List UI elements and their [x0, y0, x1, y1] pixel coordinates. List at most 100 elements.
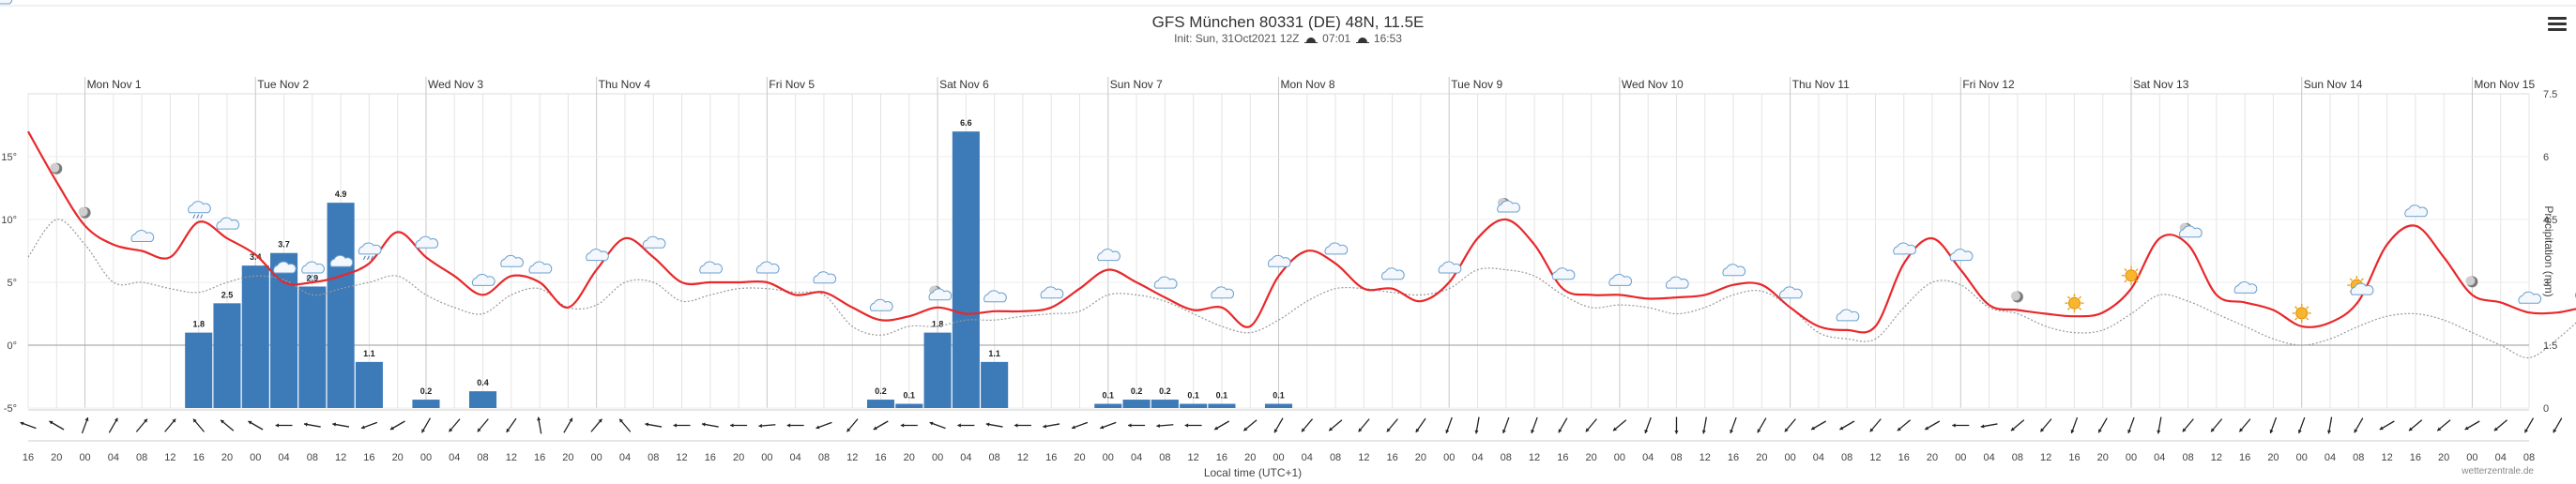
wind-arrow-head — [1445, 430, 1450, 433]
x-tick-label: 12 — [2381, 452, 2392, 463]
wind-arrow-head — [1128, 423, 1132, 428]
precip-bar — [213, 303, 241, 408]
day-label: Thu Nov 4 — [599, 78, 651, 91]
wind-arrow-head — [1474, 430, 1479, 434]
cloud-shape — [273, 261, 297, 274]
sun-shape — [2125, 269, 2138, 282]
wind-arrow-head — [1501, 430, 1506, 433]
x-tick-label: 20 — [904, 452, 915, 463]
cloud-shape — [1949, 249, 1974, 262]
wind-arrow-head — [2182, 428, 2187, 432]
wind-arrow-head — [2354, 429, 2358, 433]
cloud-icon — [1267, 254, 1291, 267]
sun-ray — [2294, 306, 2298, 310]
x-tick-label: 00 — [79, 452, 90, 463]
cloud-icon — [471, 273, 495, 286]
x-tick-label: 00 — [250, 452, 261, 463]
wind-arrow-head — [1980, 424, 1985, 429]
sunrise-time: 07:01 — [1322, 32, 1351, 45]
x-tick-label: 08 — [2353, 452, 2364, 463]
day-label: Mon Nov 1 — [87, 78, 142, 91]
x-tick-label: 08 — [136, 452, 147, 463]
wind-arrow-head — [619, 418, 623, 423]
wind-arrow-head — [144, 418, 147, 423]
precip-data-label: 0.2 — [420, 386, 433, 396]
sun-shape — [2068, 296, 2081, 310]
x-tick-label: 12 — [1529, 452, 1540, 463]
cloud-shape — [2350, 282, 2374, 295]
sunset-time: 16:53 — [1373, 32, 1402, 45]
init-time: Init: Sun, 31Oct2021 12Z — [1174, 32, 1300, 45]
left-tick-label: 0° — [7, 340, 17, 352]
x-tick-label: 08 — [1501, 452, 1512, 463]
wind-arrow-head — [673, 423, 677, 428]
x-tick-label: 08 — [648, 452, 659, 463]
x-tick-label: 08 — [2182, 452, 2193, 463]
sun-cloud-icon — [2347, 276, 2374, 295]
cloud-icon — [586, 249, 609, 262]
precip-bar — [298, 286, 327, 408]
wind-arrow-head — [304, 422, 308, 427]
x-tick-label: 08 — [1330, 452, 1341, 463]
precip-bar — [1264, 403, 1293, 408]
rain-drop — [282, 274, 285, 280]
x-tick-label: 04 — [1131, 452, 1142, 463]
rain-cloud-icon — [188, 201, 211, 219]
wind-arrow-head — [477, 428, 481, 432]
cloud-icon — [755, 261, 780, 274]
cloud-shape — [983, 290, 1007, 303]
hamburger-menu-icon[interactable] — [2548, 17, 2567, 32]
x-tick-label: 20 — [1586, 452, 1597, 463]
wind-arrow-head — [702, 422, 706, 427]
wind-arrow-head — [786, 423, 791, 428]
wind-arrow-head — [1043, 424, 1047, 429]
x-tick-label: 20 — [562, 452, 573, 463]
wind-arrow-head — [84, 417, 89, 421]
day-label: Tue Nov 9 — [1451, 78, 1502, 91]
x-tick-label: 16 — [2239, 452, 2250, 463]
wind-arrow-head — [1784, 428, 1789, 432]
x-tick-label: 16 — [2068, 452, 2080, 463]
rain-cloud-icon — [358, 242, 382, 261]
sun-ray — [2294, 317, 2298, 321]
precip-data-label: 4.9 — [335, 189, 347, 199]
wind-arrow-head — [730, 423, 734, 428]
cloud-icon — [869, 298, 893, 311]
x-tick-label: 08 — [1159, 452, 1170, 463]
right-tick-label: 3 — [2543, 278, 2549, 289]
wind-arrow-head — [1014, 423, 1018, 428]
precip-data-label: 1.8 — [192, 320, 205, 329]
cloud-icon — [1608, 273, 1633, 286]
x-tick-label: 04 — [278, 452, 289, 463]
wind-arrow-head — [114, 417, 118, 422]
wind-arrow-head — [2127, 430, 2132, 433]
wind-arrow-head — [2493, 427, 2498, 431]
x-tick-label: 20 — [1074, 452, 1085, 463]
day-label: Fri Nov 12 — [1962, 78, 2015, 91]
x-tick-label: 20 — [51, 452, 62, 463]
wind-arrow-head — [2239, 428, 2244, 432]
sun-icon — [2065, 294, 2084, 313]
wind-arrow-head — [1273, 429, 1278, 433]
precip-data-label: 0.2 — [1159, 386, 1171, 396]
wind-arrow-head — [985, 422, 990, 427]
wind-arrow-head — [1869, 428, 1874, 432]
x-tick-label: 20 — [733, 452, 744, 463]
precip-data-label: 0.1 — [1187, 391, 1199, 401]
x-tick-label: 04 — [790, 452, 801, 463]
wind-arrow-head — [361, 425, 365, 430]
precip-bar — [270, 252, 298, 408]
x-tick-label: 08 — [2012, 452, 2023, 463]
precip-bar — [327, 203, 355, 408]
wind-arrow-head — [2297, 430, 2302, 433]
x-tick-label: 20 — [1244, 452, 1256, 463]
x-tick-label: 00 — [1443, 452, 1455, 463]
temperature-series — [27, 130, 2576, 334]
x-tick-label: 20 — [1415, 452, 1426, 463]
wind-arrow-head — [1184, 423, 1189, 428]
cloud-shape — [928, 288, 953, 301]
cloud-icon — [415, 235, 439, 249]
x-tick-label: 20 — [1756, 452, 1767, 463]
x-tick-label: 12 — [164, 452, 175, 463]
x-tick-label: 04 — [2324, 452, 2336, 463]
